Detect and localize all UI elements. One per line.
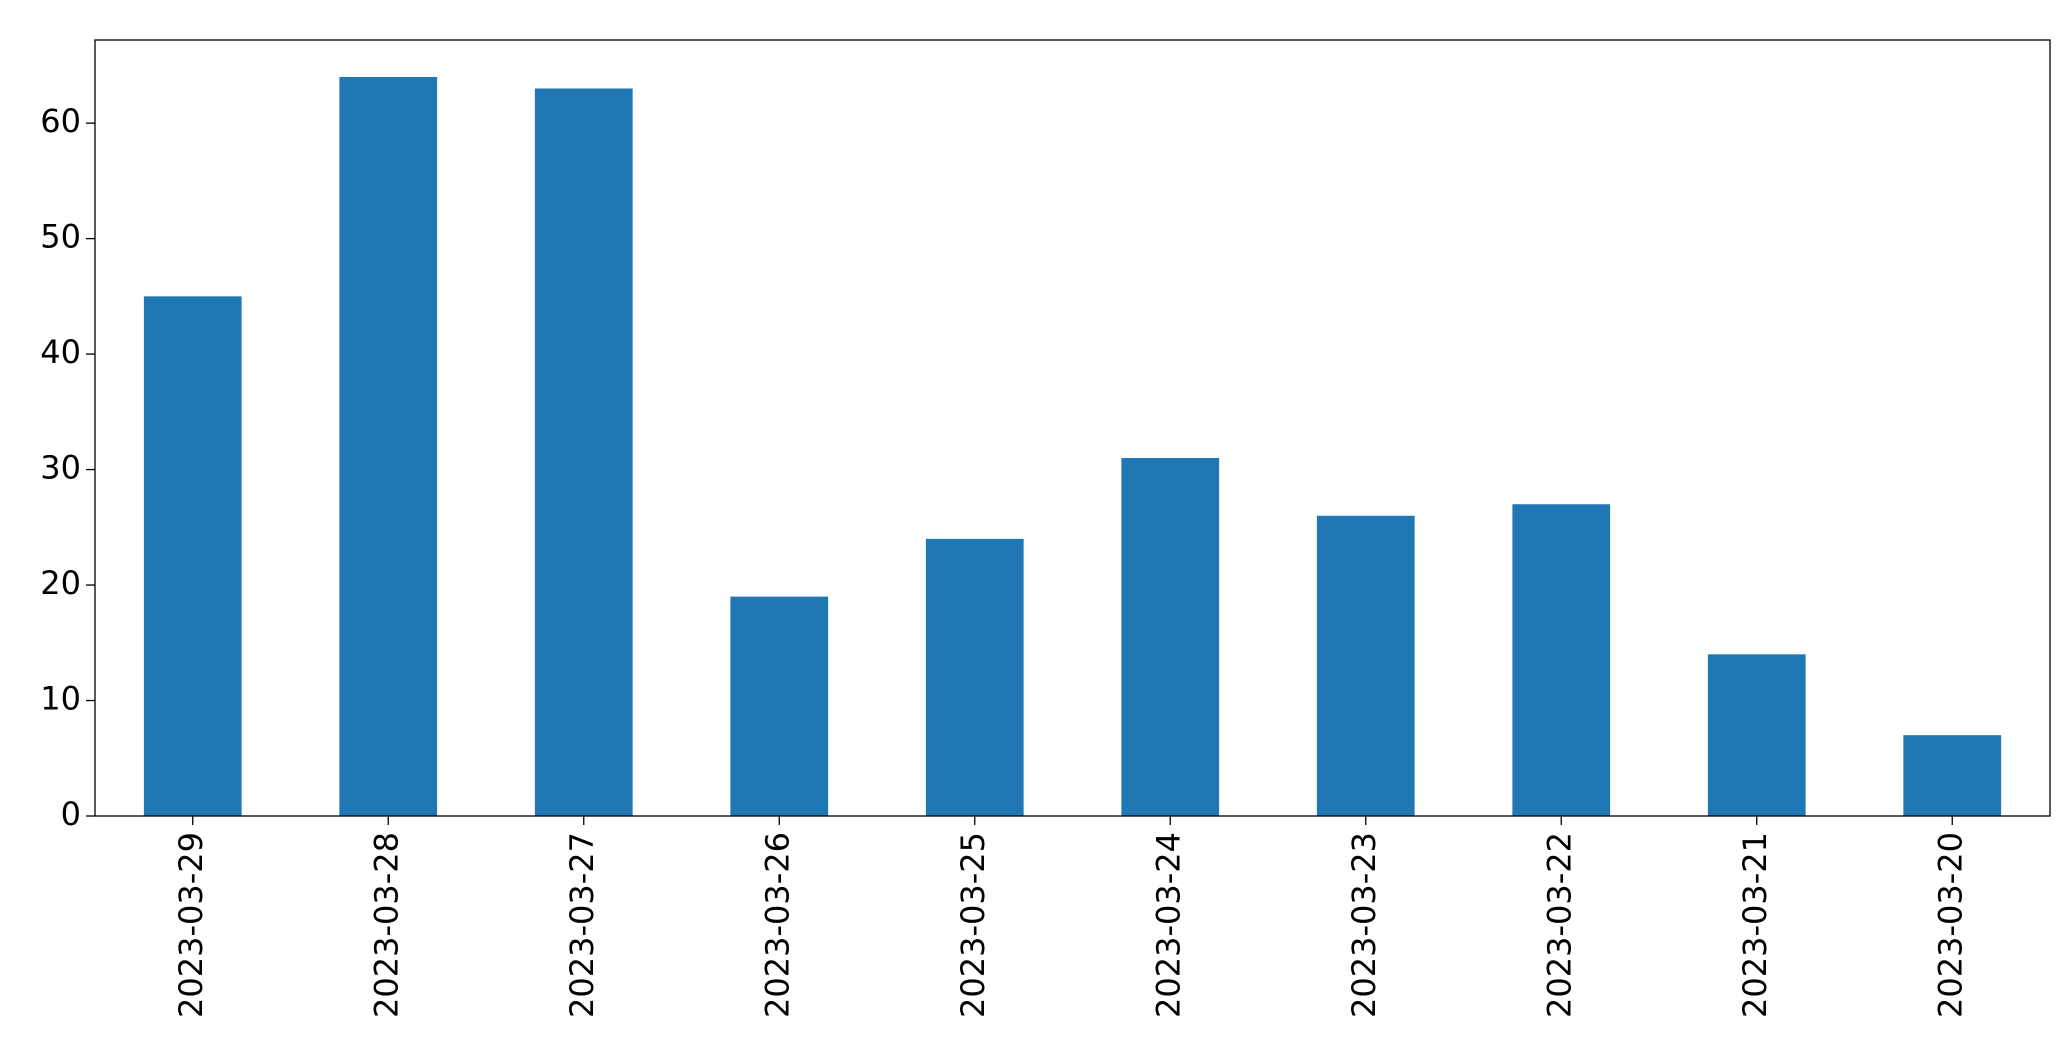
y-tick-label: 50 — [40, 218, 81, 256]
bar — [1707, 654, 1806, 816]
bar — [339, 76, 438, 816]
y-tick-label: 40 — [40, 333, 81, 371]
x-tick-label: 2023-03-20 — [1931, 832, 1969, 1018]
x-tick-label: 2023-03-22 — [1540, 832, 1578, 1018]
bar — [1512, 504, 1611, 816]
x-tick-label: 2023-03-29 — [172, 832, 210, 1018]
x-tick-label: 2023-03-21 — [1736, 832, 1774, 1018]
bar — [925, 538, 1024, 816]
y-tick-label: 10 — [40, 680, 81, 718]
x-tick-label: 2023-03-23 — [1345, 832, 1383, 1018]
bar — [1121, 458, 1220, 816]
bar — [534, 88, 633, 816]
x-tick-label: 2023-03-28 — [367, 832, 405, 1018]
x-tick-label: 2023-03-27 — [563, 832, 601, 1018]
x-tick-label: 2023-03-24 — [1149, 832, 1187, 1018]
bar — [143, 296, 242, 816]
y-tick-label: 30 — [40, 449, 81, 487]
bar — [1316, 515, 1415, 816]
y-tick-label: 20 — [40, 564, 81, 602]
x-tick-label: 2023-03-25 — [954, 832, 992, 1018]
plot-frame — [94, 39, 2051, 817]
x-tick-label: 2023-03-26 — [758, 832, 796, 1018]
y-tick-label: 60 — [40, 102, 81, 140]
y-tick-label: 0 — [61, 795, 81, 833]
bar — [1903, 735, 2002, 816]
bar — [730, 596, 829, 816]
